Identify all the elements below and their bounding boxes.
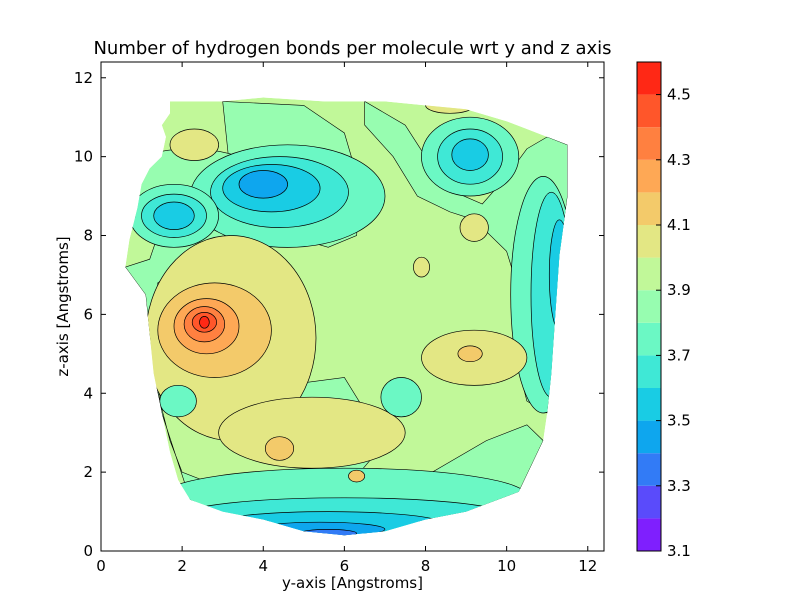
colorbar-tick-label: 3.7 xyxy=(667,346,691,364)
x-tick-label: 4 xyxy=(258,557,268,575)
contour-region-5 xyxy=(238,170,288,199)
contour-region-8 xyxy=(153,201,195,230)
colorbar-swatch xyxy=(637,94,661,128)
colorbar-swatch xyxy=(637,322,661,356)
contour-region-25 xyxy=(199,316,210,329)
x-tick-label: 10 xyxy=(497,557,516,575)
contour-region-35 xyxy=(159,384,197,418)
contour-region-30 xyxy=(457,345,483,363)
contour-fill-layer xyxy=(125,97,568,536)
contour-region-31 xyxy=(169,128,219,161)
y-axis-label: z-axis [Angstroms] xyxy=(54,236,72,376)
contour-region-33 xyxy=(413,256,430,278)
x-tick-label: 0 xyxy=(96,557,106,575)
colorbar-swatch xyxy=(637,192,661,225)
colorbar-tick-label: 4.3 xyxy=(667,151,691,169)
colorbar-swatch xyxy=(637,159,661,193)
plot-area: 0 2 4 6 8 10 12 0 2 4 6 8 10 12 xyxy=(74,61,605,575)
colorbar-tick-label: 3.5 xyxy=(667,412,691,430)
x-tick-label: 6 xyxy=(340,557,350,575)
colorbar-tick-label: 4.1 xyxy=(667,216,691,234)
chart-title: Number of hydrogen bonds per molecule wr… xyxy=(93,38,611,59)
colorbar: 3.1 3.3 3.5 3.7 3.9 4.1 4.3 4.5 xyxy=(636,61,691,560)
colorbar-tick-label: 3.9 xyxy=(667,281,691,299)
colorbar-tick-label: 3.1 xyxy=(667,542,691,560)
x-axis-ticks: 0 2 4 6 8 10 12 xyxy=(96,62,597,575)
colorbar-swatch xyxy=(637,388,661,421)
colorbar-swatch xyxy=(637,518,661,551)
y-axis-ticks: 0 2 4 6 8 10 12 xyxy=(74,69,604,560)
colorbar-swatch xyxy=(637,420,661,454)
colorbar-swatch xyxy=(637,257,661,291)
contour-region-36 xyxy=(380,377,422,418)
x-tick-label: 12 xyxy=(578,557,597,575)
colorbar-tick-label: 3.3 xyxy=(667,477,691,495)
colorbar-ticks: 3.1 3.3 3.5 3.7 3.9 4.1 4.3 4.5 xyxy=(656,86,691,560)
colorbar-swatch xyxy=(637,290,661,323)
colorbar-swatch xyxy=(637,485,661,519)
contour-region-11 xyxy=(451,138,489,171)
colorbar-swatch xyxy=(637,453,661,486)
contour-region-32 xyxy=(459,213,489,242)
colorbar-frame xyxy=(636,61,662,552)
colorbar-swatch xyxy=(637,225,661,258)
y-tick-label: 8 xyxy=(83,227,93,245)
colorbar-swatch xyxy=(637,127,661,160)
colorbar-swatch xyxy=(637,62,661,95)
colorbar-tick-label: 4.5 xyxy=(667,86,691,104)
contour-region-28 xyxy=(348,469,366,483)
y-tick-label: 10 xyxy=(74,148,93,166)
colorbar-swatch xyxy=(637,355,661,388)
contour-region-27 xyxy=(264,436,295,461)
y-tick-label: 12 xyxy=(74,69,93,87)
y-tick-label: 0 xyxy=(83,542,93,560)
colorbar-swatches xyxy=(637,62,661,551)
x-axis-label: y-axis [Angstroms] xyxy=(282,574,423,592)
contour-region-26 xyxy=(218,396,406,469)
y-tick-label: 2 xyxy=(83,463,93,481)
y-tick-label: 4 xyxy=(83,384,93,402)
plot-frame xyxy=(100,61,605,552)
x-tick-label: 8 xyxy=(421,557,431,575)
x-tick-label: 2 xyxy=(177,557,187,575)
y-tick-label: 6 xyxy=(83,305,93,323)
